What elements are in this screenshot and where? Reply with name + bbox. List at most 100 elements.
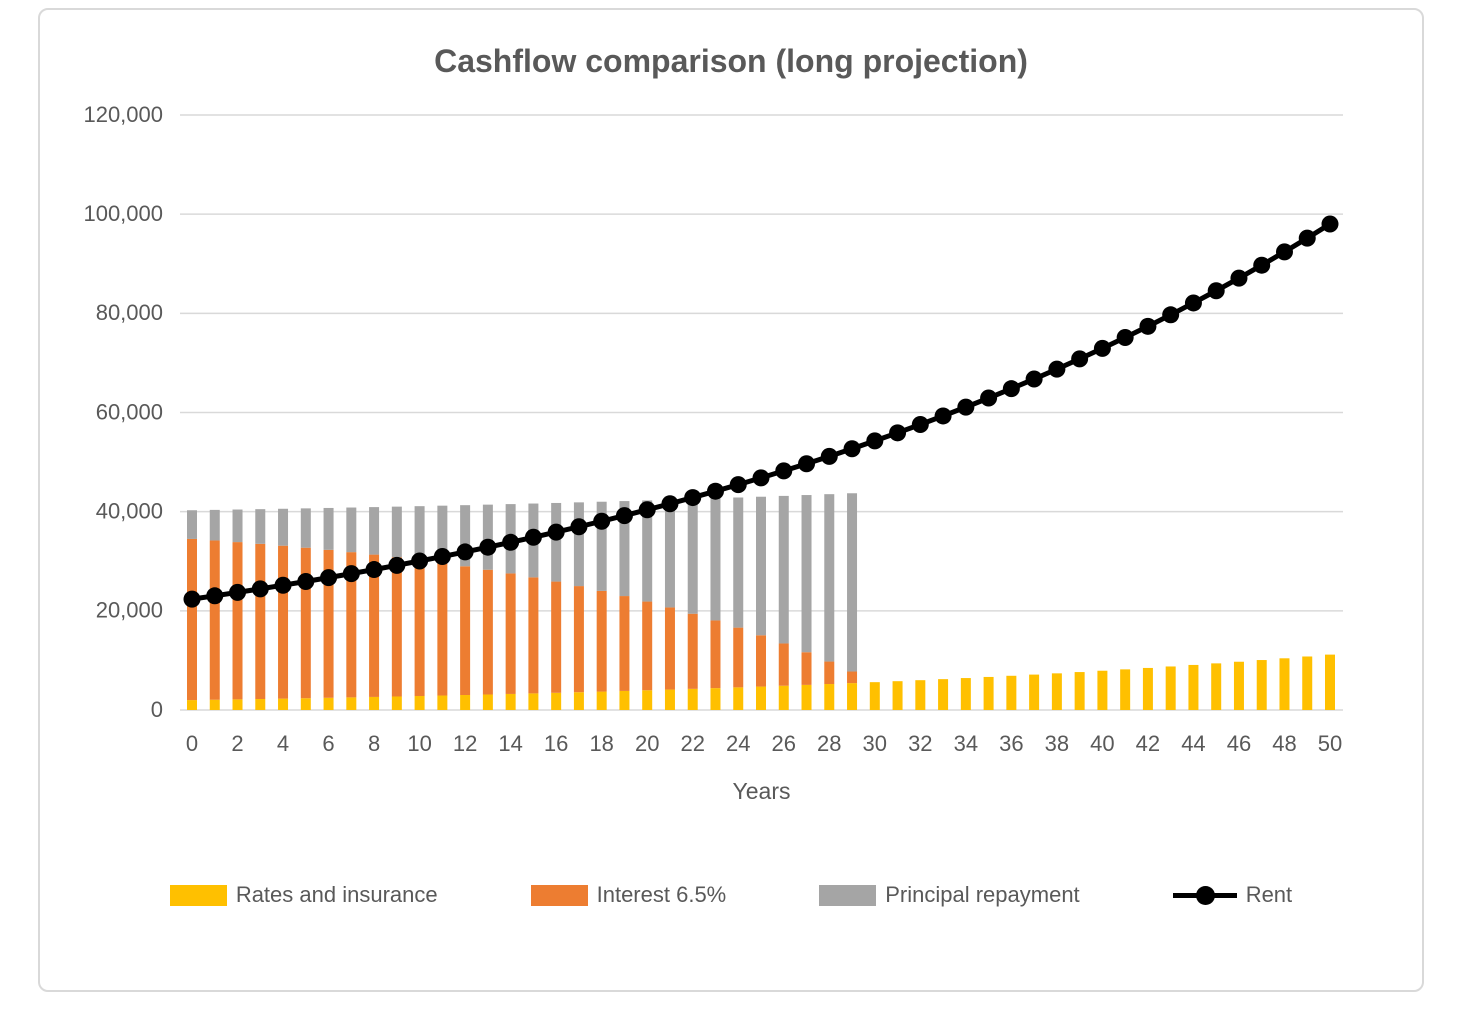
bar-segment [414,506,425,561]
bar-segment [300,547,311,699]
rent-marker [889,424,907,442]
bar-segment [1006,675,1017,710]
x-tick-label: 36 [999,731,1023,756]
bar-segment [801,684,812,710]
bar-segment [847,493,858,672]
bar-segment [414,696,425,710]
legend-item-rates-and-insurance: Rates and insurance [169,882,438,908]
rent-marker [342,565,360,583]
bar-segment [391,696,402,710]
bar-segment [460,505,471,567]
legend-item-principal-repayment: Principal repayment [819,882,1080,908]
x-tick-label: 10 [407,731,431,756]
x-tick-label: 16 [544,731,568,756]
y-tick-label: 0 [151,697,163,722]
rent-marker [274,576,292,594]
bar-segment [346,507,357,553]
rent-marker [1139,317,1157,335]
interest-swatch-icon [530,884,588,906]
bar-segment [300,508,311,548]
rent-marker [388,556,406,574]
bar-segment [551,502,562,582]
x-tick-label: 48 [1272,731,1296,756]
y-tick-label: 20,000 [96,598,163,623]
bar-segment [824,494,835,662]
rent-marker [798,455,816,473]
y-tick-label: 100,000 [83,201,163,226]
bar-segment [482,504,493,570]
rent-marker [547,523,565,541]
rent-marker [1321,215,1339,233]
bar-segment [369,696,380,710]
bar-segment [801,495,812,653]
x-tick-label: 6 [322,731,334,756]
bar-segment [642,601,653,691]
rent-marker [911,416,929,434]
bar-segment [1279,658,1290,710]
bar-segment [1256,660,1267,710]
bar-segment [323,507,334,550]
rent-marker [479,538,497,556]
bar-segment [596,501,607,591]
chart-plot-area: 0 20,000 40,000 60,000 80,000 100,000 120,000 0… [83,102,1343,756]
rent-marker [456,543,474,561]
rent-line-marker-icon [1172,885,1237,905]
bar-segment [824,661,835,685]
x-tick-label: 4 [277,731,289,756]
bar-segment [824,684,835,710]
rent-marker [706,482,724,500]
bar-segment [437,563,448,696]
rent-marker [980,389,998,407]
rent-marker [1298,229,1316,247]
bar-segment [482,569,493,695]
rent-dot-icon [1195,885,1215,905]
bar-segment [482,694,493,710]
x-tick-label: 0 [186,731,198,756]
rent-marker [729,476,747,494]
bar-segment [778,685,789,710]
rent-marker [206,587,224,605]
bar-segment [847,683,858,710]
rent-marker [1025,370,1043,388]
x-tick-label: 28 [817,731,841,756]
bar-segment [278,698,289,710]
y-tick-label: 40,000 [96,498,163,523]
bar-segment [938,679,949,710]
bar-segment [687,688,698,710]
bar-segment [209,540,220,700]
y-tick-label: 60,000 [96,399,163,424]
bar-segment [642,690,653,710]
chart-title: Cashflow comparison (long projection) [434,43,1028,79]
principal-repayment-swatch-icon [819,884,877,906]
bar-segment [1142,667,1153,710]
bar-segment [573,586,584,693]
rent-marker [1116,328,1134,346]
rent-marker [1230,269,1248,287]
bar-segment [733,497,744,628]
bar-segment [1029,674,1040,710]
x-tick-label: 32 [908,731,932,756]
x-tick-label: 20 [635,731,659,756]
bar-segment [1325,654,1335,710]
bar-segment [460,695,471,710]
x-tick-label: 18 [589,731,613,756]
bar-segment [323,697,334,710]
x-tick-label: 2 [231,731,243,756]
x-tick-label: 38 [1045,731,1069,756]
rent-marker [1048,360,1066,378]
bar-segment [710,498,721,621]
bar-segment [278,545,289,699]
bar-segment [960,678,971,710]
rent-marker [1207,282,1225,300]
rent-marker [251,580,269,598]
bar-segment [1188,664,1199,710]
bar-segment [505,693,516,710]
rent-marker [615,507,633,525]
bar-segment [460,566,471,696]
bar-segment [255,543,266,700]
rent-marker [820,447,838,465]
rent-marker [1253,256,1271,274]
rent-marker [593,512,611,530]
bar-segment [596,691,607,710]
legend-label-principal-repayment: Principal repayment [885,882,1080,907]
